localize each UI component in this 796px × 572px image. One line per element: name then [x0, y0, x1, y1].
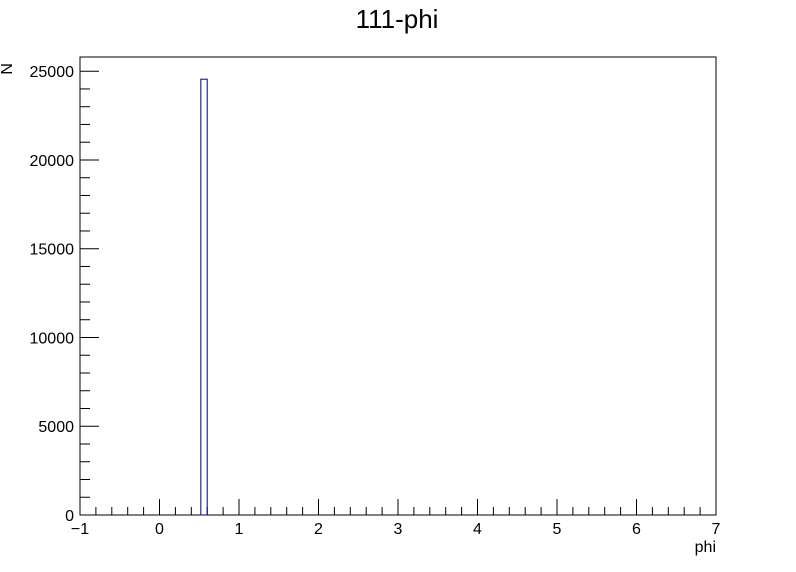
y-tick-label: 10000: [30, 330, 75, 347]
x-tick-label: −1: [71, 521, 89, 538]
y-tick-label: 15000: [30, 242, 75, 259]
y-tick-label: 0: [65, 508, 74, 525]
x-tick-label: 3: [394, 521, 403, 538]
y-tick-label: 5000: [38, 419, 74, 436]
x-tick-label: 2: [314, 521, 323, 538]
axis-ticks: [79, 70, 717, 516]
histogram-bar: [200, 78, 208, 516]
chart-title: 111-phi: [356, 4, 439, 34]
x-tick-label: 4: [473, 521, 482, 538]
x-tick-label: 1: [235, 521, 244, 538]
histogram-bars: [200, 78, 208, 516]
x-tick-label: 5: [553, 521, 562, 538]
x-tick-label: 0: [155, 521, 164, 538]
x-axis-title: phi: [695, 539, 716, 556]
x-tick-label: 7: [712, 521, 721, 538]
x-tick-label: 6: [632, 521, 641, 538]
y-tick-label: 25000: [30, 64, 75, 81]
y-axis-title: N: [0, 63, 16, 75]
plot-frame: [79, 56, 717, 516]
y-tick-label: 20000: [30, 153, 75, 170]
